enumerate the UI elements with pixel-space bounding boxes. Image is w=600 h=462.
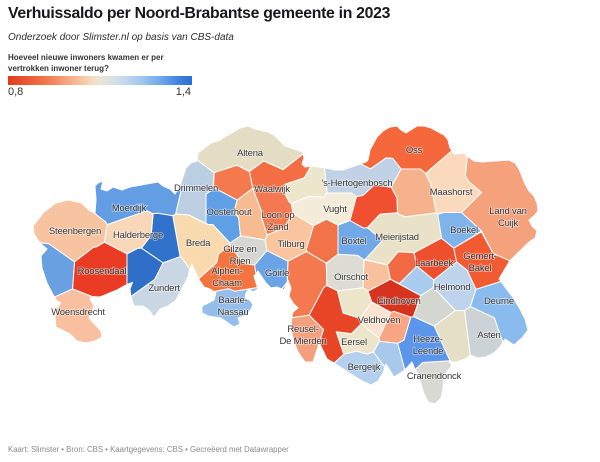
svg-text:Oosterhout: Oosterhout (207, 207, 253, 218)
svg-text:Drimmelen: Drimmelen (174, 183, 218, 194)
svg-text:Loon op: Loon op (262, 210, 295, 221)
svg-text:Asten: Asten (477, 330, 500, 341)
svg-text:Goirle: Goirle (265, 268, 289, 279)
svg-text:Gilze en: Gilze en (223, 244, 256, 255)
svg-text:Eersel: Eersel (341, 337, 367, 348)
svg-text:Heeze-: Heeze- (413, 334, 442, 345)
svg-text:Woensdrecht: Woensdrecht (51, 307, 105, 318)
svg-text:Eindhoven: Eindhoven (377, 296, 420, 307)
svg-text:Land van: Land van (489, 206, 527, 217)
svg-text:Baarle-: Baarle- (218, 295, 247, 306)
svg-text:Oirschot: Oirschot (334, 272, 368, 283)
svg-text:Leende: Leende (413, 346, 444, 357)
svg-text:Vught: Vught (323, 204, 347, 215)
svg-text:Boxtel: Boxtel (341, 236, 366, 247)
svg-text:Deurne: Deurne (484, 296, 514, 307)
svg-text:Breda: Breda (186, 238, 211, 249)
svg-text:Chaam: Chaam (212, 278, 242, 289)
svg-text:Oss: Oss (406, 145, 423, 156)
svg-text:Alphen-: Alphen- (211, 266, 242, 277)
svg-text:Altena: Altena (237, 148, 264, 159)
svg-text:'s-Hertogenbosch: 's-Hertogenbosch (322, 178, 393, 189)
svg-text:Gemert-: Gemert- (463, 251, 496, 262)
svg-text:Cuijk: Cuijk (498, 218, 519, 229)
svg-text:Bergeijk: Bergeijk (348, 362, 381, 373)
svg-text:Laarbeek: Laarbeek (415, 258, 453, 269)
svg-text:Veldhoven: Veldhoven (358, 315, 401, 326)
svg-text:Bakel: Bakel (469, 263, 492, 274)
svg-text:Reusel-: Reusel- (287, 324, 318, 335)
svg-text:Zundert: Zundert (148, 283, 180, 294)
svg-text:Steenbergen: Steenbergen (49, 226, 101, 237)
svg-text:Zand: Zand (268, 222, 289, 233)
svg-text:Rijen: Rijen (230, 256, 251, 267)
svg-text:Maashorst: Maashorst (430, 187, 473, 198)
svg-text:Helmond: Helmond (434, 282, 471, 293)
svg-text:Tilburg: Tilburg (277, 239, 304, 250)
svg-text:Roosendaal: Roosendaal (78, 266, 127, 277)
svg-text:Meierijstad: Meierijstad (375, 232, 419, 243)
svg-text:Waalwijk: Waalwijk (254, 184, 290, 195)
svg-text:Boekel: Boekel (450, 225, 478, 236)
svg-text:Cranendonck: Cranendonck (407, 371, 462, 382)
svg-text:Moerdijk: Moerdijk (112, 203, 147, 214)
svg-text:Nassau: Nassau (217, 307, 248, 318)
svg-text:Halderberge: Halderberge (113, 230, 163, 241)
svg-text:De Mierden: De Mierden (279, 336, 326, 347)
